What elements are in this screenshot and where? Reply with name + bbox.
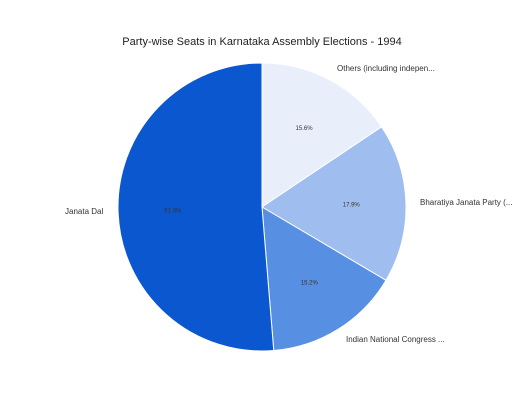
slice-label-janata-dal: Janata Dal	[65, 207, 103, 216]
pct-label-bharatiya-janata-party: 17.9%	[343, 202, 361, 208]
pie-slices	[117, 62, 407, 352]
slice-label-bharatiya-janata-party: Bharatiya Janata Party (...	[420, 198, 512, 207]
slice-label-indian-national-congress: Indian National Congress ...	[346, 335, 445, 344]
slice-label-others-including-indepen: Others (including indepen...	[337, 64, 435, 73]
chart-title: Party-wise Seats in Karnataka Assembly E…	[122, 36, 401, 48]
pie-slice-bharatiya-janata-party	[261, 126, 407, 281]
pie-slice-others-including-indepen	[261, 62, 383, 208]
pct-label-indian-national-congress: 15.2%	[301, 281, 319, 287]
pct-label-janata-dal: 51.3%	[164, 209, 182, 215]
pct-label-others-including-indepen: 15.6%	[296, 126, 314, 132]
slice-labels: Others (including indepen... Bharatiya Ja…	[65, 64, 512, 344]
pie-slice-janata-dal	[117, 62, 275, 352]
pie-slice-indian-national-congress	[261, 206, 387, 352]
percentage-labels: 15.6% 17.9% 15.2% 51.3%	[164, 126, 360, 286]
